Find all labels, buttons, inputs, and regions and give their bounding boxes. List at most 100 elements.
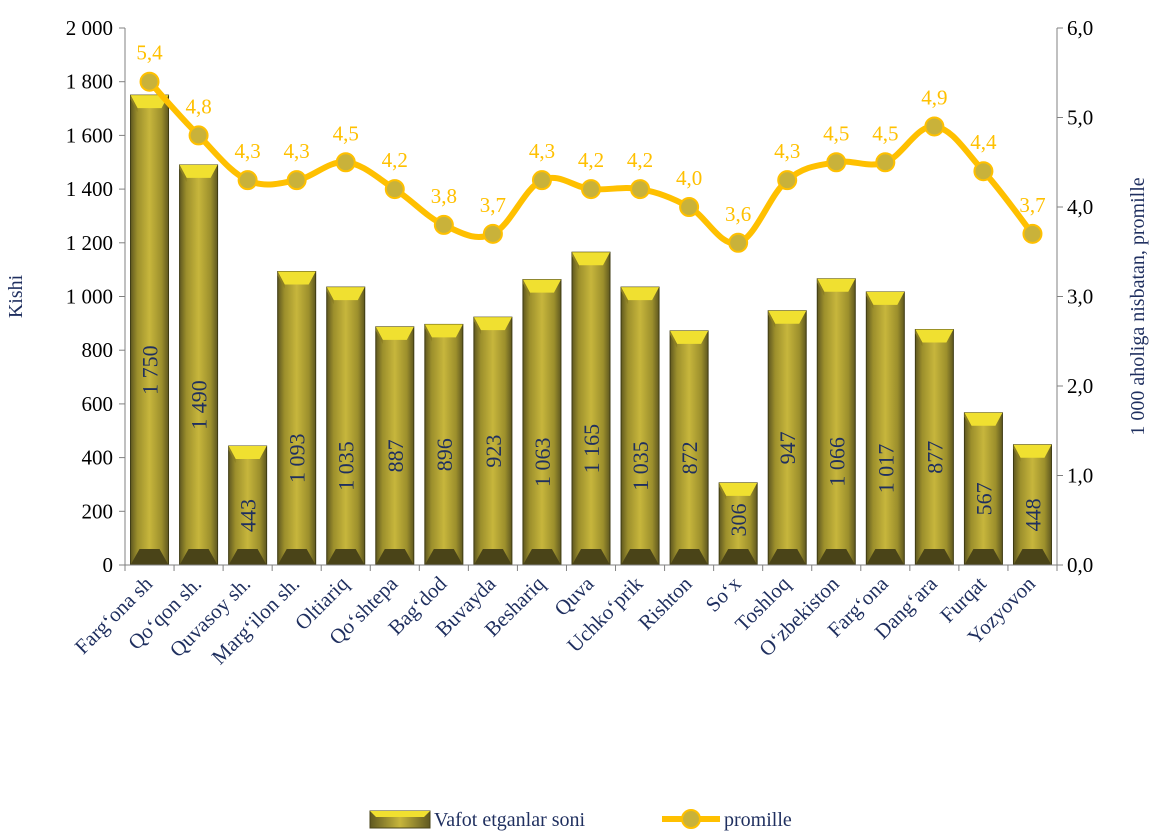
bar-bottom-bevel [522,549,561,565]
promille-data-label: 4,5 [823,121,849,145]
promille-marker [384,179,405,200]
bar [571,251,611,566]
line-layer [139,71,1043,253]
bar [277,271,317,566]
bar-group [375,326,415,566]
promille-marker [286,170,307,191]
left-tick-label: 1 200 [66,231,113,255]
bar-top-bevel [424,324,463,338]
bar-bottom-bevel [424,549,463,565]
left-tick-label: 800 [82,338,114,362]
bar-data-label: 923 [481,435,506,468]
category-label: Rishton [633,571,697,635]
bar-group [277,271,317,566]
bar [473,316,513,566]
bar [669,330,709,566]
promille-marker [924,116,945,137]
bar [522,279,562,566]
bar-group [718,482,758,566]
right-tick-label: 1,0 [1067,464,1093,488]
bar-left-bevel [866,291,874,309]
bar [767,310,807,566]
bar-bottom-bevel [375,549,414,565]
promille-data-label: 4,2 [382,148,408,172]
bar-left-bevel [1013,444,1021,462]
bar-bottom-bevel [179,549,218,565]
bar-bottom-bevel [130,549,169,565]
promille-marker [630,179,651,200]
promille-data-label: 4,3 [284,139,310,163]
legend-bar-label: Vafot etganlar soni [434,809,586,831]
promille-marker [433,214,454,235]
promille-data-label: 4,2 [627,148,653,172]
bar-group [1012,444,1052,566]
bar-group [179,164,219,566]
bar-top-bevel [719,482,758,496]
promille-marker [139,71,160,92]
bar-bottom-bevel [915,549,954,565]
promille-data-label: 3,7 [1019,193,1045,217]
left-tick-label: 1 600 [66,123,113,147]
bar-data-label: 306 [726,504,751,537]
promille-data-label: 4,5 [872,121,898,145]
bar-left-bevel [522,279,530,297]
promille-marker [482,223,503,244]
bar-data-label: 1 035 [628,441,653,491]
bar-left-bevel [572,252,579,270]
left-tick-label: 1 800 [66,70,113,94]
bar-data-label: 1 063 [530,438,555,488]
promille-marker [973,161,994,182]
bar-left-bevel [817,278,825,296]
bar-left-bevel [670,330,678,348]
bar-bottom-bevel [228,549,267,565]
bar-bottom-bevel [326,549,365,565]
bar-left-bevel [130,95,138,113]
bar-top-bevel [866,291,905,305]
promille-marker [875,152,896,173]
left-tick-label: 0 [103,553,114,577]
bar-top-bevel [277,271,316,285]
bar-bottom-bevel [473,549,512,565]
bar-data-label: 896 [432,438,457,471]
bar-group [669,330,709,566]
bar-top-bevel [621,287,660,301]
promille-data-label: 4,3 [529,139,555,163]
bar-group [130,94,170,566]
bar [375,326,415,566]
promille-marker [581,179,601,200]
legend-bar-swatch-top [370,811,430,817]
bar-bottom-bevel [817,549,856,565]
right-tick-label: 4,0 [1067,195,1093,219]
promille-data-label: 4,2 [578,148,604,172]
right-tick-label: 0,0 [1067,553,1093,577]
bar-left-bevel [473,317,481,335]
bar [816,278,856,566]
promille-marker [335,152,356,173]
bar-group [424,323,464,566]
bar-data-label: 1 035 [334,441,359,491]
left-tick-label: 400 [82,446,114,470]
promille-data-label: 4,5 [333,121,359,145]
bar-data-label: 1 750 [138,345,163,395]
bar-left-bevel [768,310,776,328]
promille-data-label: 4,3 [235,139,261,163]
bar [865,291,905,566]
promille-marker [237,170,258,191]
bar-left-bevel [719,482,727,500]
left-tick-label: 1 000 [66,285,113,309]
promille-data-label: 4,8 [185,94,211,118]
y-axis-title-right: 1 000 aholiga nisbatan, promille [1127,177,1149,435]
bar-bottom-bevel [621,549,660,565]
bar-bottom-bevel [719,549,758,565]
bar-data-label: 1 165 [579,424,604,474]
bar-top-bevel [964,412,1003,426]
right-tick-label: 2,0 [1067,374,1093,398]
bar [620,286,660,566]
promille-marker [728,232,749,253]
bar-data-label: 448 [1020,498,1045,531]
bar-top-bevel [1013,444,1052,458]
left-tick-label: 2 000 [66,16,113,40]
bar-data-label: 1 066 [824,437,849,487]
